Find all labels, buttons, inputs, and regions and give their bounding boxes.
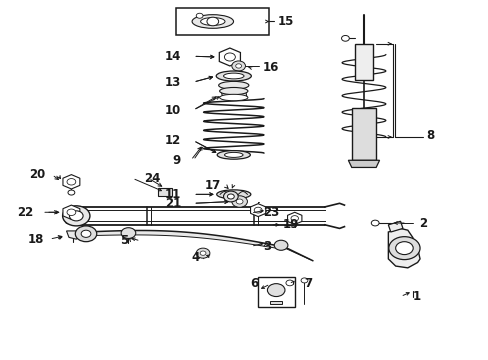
Ellipse shape <box>218 81 248 89</box>
Ellipse shape <box>216 71 251 81</box>
Polygon shape <box>63 205 80 220</box>
Circle shape <box>285 280 293 286</box>
Circle shape <box>206 17 218 26</box>
Text: 9: 9 <box>172 154 181 167</box>
Text: 8: 8 <box>425 129 433 142</box>
Bar <box>258 277 294 307</box>
Bar <box>158 188 171 196</box>
Circle shape <box>254 207 262 213</box>
Polygon shape <box>387 228 419 268</box>
Text: 11: 11 <box>164 188 181 201</box>
Text: 24: 24 <box>144 172 161 185</box>
Circle shape <box>370 220 378 226</box>
Ellipse shape <box>219 94 247 101</box>
Text: 20: 20 <box>29 168 45 181</box>
Polygon shape <box>354 44 372 80</box>
Circle shape <box>121 228 136 238</box>
Polygon shape <box>270 301 282 304</box>
Text: 22: 22 <box>18 206 34 219</box>
Circle shape <box>235 64 241 68</box>
Circle shape <box>67 179 76 185</box>
Text: 12: 12 <box>164 134 181 147</box>
Polygon shape <box>86 230 281 248</box>
Circle shape <box>68 190 75 195</box>
Circle shape <box>267 284 285 297</box>
Circle shape <box>223 191 238 202</box>
Polygon shape <box>63 175 80 189</box>
Ellipse shape <box>224 152 243 157</box>
Text: 6: 6 <box>249 278 258 291</box>
Circle shape <box>196 13 203 18</box>
Text: 2: 2 <box>418 216 427 230</box>
Polygon shape <box>219 48 240 66</box>
Circle shape <box>227 194 234 199</box>
Circle shape <box>290 216 298 221</box>
Circle shape <box>301 278 307 283</box>
Text: 19: 19 <box>282 218 298 231</box>
Text: 18: 18 <box>27 233 43 246</box>
Circle shape <box>274 240 287 250</box>
Text: 7: 7 <box>304 278 311 291</box>
Text: 15: 15 <box>277 15 293 28</box>
Circle shape <box>196 248 209 258</box>
Polygon shape <box>221 92 246 98</box>
Circle shape <box>231 196 247 207</box>
Text: 13: 13 <box>164 76 181 89</box>
Polygon shape <box>387 221 402 232</box>
Circle shape <box>81 230 91 237</box>
Circle shape <box>395 242 412 255</box>
Polygon shape <box>351 108 375 160</box>
Ellipse shape <box>192 15 233 28</box>
Text: 10: 10 <box>164 104 181 117</box>
Ellipse shape <box>216 190 250 199</box>
Ellipse shape <box>223 73 244 79</box>
Ellipse shape <box>219 87 247 95</box>
Circle shape <box>341 36 348 41</box>
Text: 16: 16 <box>263 61 279 74</box>
Circle shape <box>69 211 83 221</box>
Circle shape <box>231 61 245 71</box>
Circle shape <box>224 53 235 61</box>
Polygon shape <box>287 212 301 225</box>
Circle shape <box>67 209 76 216</box>
Text: 14: 14 <box>164 50 181 63</box>
Circle shape <box>200 251 205 255</box>
Text: 21: 21 <box>164 197 181 210</box>
Ellipse shape <box>217 150 250 159</box>
Text: 3: 3 <box>263 240 271 253</box>
Circle shape <box>62 206 90 226</box>
Text: 1: 1 <box>412 290 420 303</box>
Circle shape <box>236 199 243 204</box>
Polygon shape <box>66 231 81 239</box>
Text: 4: 4 <box>191 251 199 264</box>
Circle shape <box>388 237 419 260</box>
Circle shape <box>75 226 97 242</box>
Polygon shape <box>227 85 240 91</box>
Polygon shape <box>250 204 265 217</box>
Text: 17: 17 <box>204 179 221 192</box>
Text: 5: 5 <box>120 234 128 247</box>
Ellipse shape <box>200 18 224 26</box>
Polygon shape <box>347 160 379 167</box>
Text: 23: 23 <box>263 207 279 220</box>
Bar <box>176 8 268 35</box>
